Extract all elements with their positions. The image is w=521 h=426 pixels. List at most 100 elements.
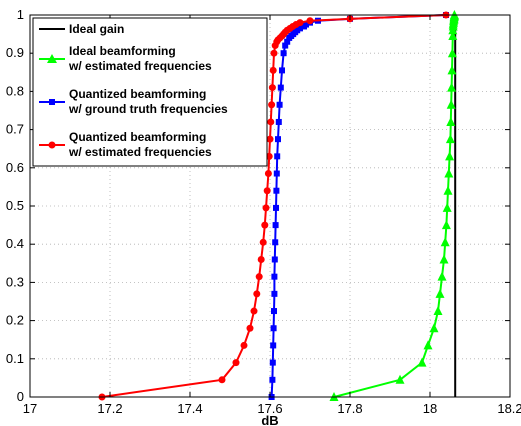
y-tick-label: 0.9 (6, 45, 24, 60)
data-point-triangle (448, 31, 458, 41)
legend-item-ideal-gain: Ideal gain (39, 22, 124, 36)
legend-item-quantized-estimated: Quantized beamforming w/ estimated frequ… (39, 130, 212, 159)
data-point-square (270, 342, 277, 349)
square-marker-icon (49, 99, 55, 105)
series-2 (329, 10, 459, 401)
data-point-circle (268, 84, 276, 92)
data-point-triangle (437, 271, 447, 281)
data-point-square (273, 170, 280, 177)
data-point-circle (255, 273, 263, 281)
legend-label: Quantized beamforming (69, 130, 206, 144)
legend-label: w/ estimated frequencies (68, 59, 212, 73)
data-point-triangle (445, 134, 455, 144)
x-tick-label: 17.2 (97, 401, 122, 416)
data-point-square (279, 67, 285, 74)
data-point-circle (218, 376, 226, 384)
legend: Ideal gain Ideal beamforming w/ estimate… (32, 17, 268, 167)
y-tick-label: 1 (17, 7, 24, 22)
data-point-square (282, 42, 289, 49)
data-point-triangle (447, 48, 457, 58)
data-point-circle (259, 238, 267, 246)
data-point-triangle (443, 185, 453, 195)
legend-box (32, 17, 268, 167)
x-tick-label: 17.4 (177, 401, 202, 416)
x-tick-label: 17 (23, 401, 37, 416)
y-tick-label: 0.4 (6, 236, 24, 251)
data-point-circle (261, 221, 269, 229)
data-point-triangle (423, 340, 433, 350)
data-point-square (269, 376, 276, 383)
legend-label: w/ estimated frequencies (68, 145, 212, 159)
data-point-triangle (444, 168, 454, 178)
x-axis-label: dB (261, 413, 278, 426)
data-point-circle (264, 170, 272, 178)
y-tick-label: 0.5 (6, 198, 24, 213)
data-point-circle (306, 17, 314, 25)
x-tick-label: 18.2 (497, 401, 521, 416)
legend-label: w/ ground truth frequencies (68, 102, 228, 116)
data-point-circle (240, 341, 248, 349)
circle-marker-icon (48, 141, 56, 149)
data-point-triangle (446, 99, 456, 109)
data-point-square (303, 21, 309, 28)
y-tick-label: 0 (17, 389, 24, 404)
data-point-square (277, 84, 284, 91)
data-point-circle (266, 135, 274, 143)
data-point-circle (267, 118, 275, 126)
data-point-circle (268, 101, 276, 109)
data-point-triangle (447, 65, 457, 75)
y-tick-label: 0.2 (6, 313, 24, 328)
data-point-square (271, 308, 277, 315)
legend-label: Quantized beamforming (69, 87, 206, 101)
data-point-circle (296, 19, 304, 27)
data-point-square (276, 101, 283, 108)
data-point-square (280, 50, 287, 57)
data-point-triangle (435, 288, 445, 298)
triangle-marker-icon (47, 54, 57, 63)
data-point-square (272, 239, 279, 246)
y-tick-label: 0.6 (6, 160, 24, 175)
y-tick-label: 0.1 (6, 351, 24, 366)
data-point-square (269, 359, 276, 366)
legend-item-quantized-ground-truth: Quantized beamforming w/ ground truth fr… (39, 87, 228, 116)
data-point-triangle (433, 306, 443, 316)
data-point-circle (262, 204, 270, 212)
data-point-triangle (439, 254, 449, 264)
data-point-circle (250, 307, 258, 315)
data-point-triangle (429, 323, 439, 333)
data-point-square (271, 273, 278, 280)
data-point-square (271, 256, 278, 263)
data-point-triangle (442, 202, 452, 212)
axis-ticks: 17 17.2 17.4 17.6 17.8 18 18.2 0 0.1 0.2 0.3 0.4 0.5… (6, 7, 521, 416)
legend-item-ideal-beamforming: Ideal beamforming w/ estimated frequenci… (39, 44, 212, 73)
data-point-triangle (417, 357, 427, 367)
data-point-square (274, 153, 281, 160)
x-tick-label: 17.6 (257, 401, 282, 416)
data-point-circle (269, 66, 277, 74)
y-tick-label: 0.7 (6, 122, 24, 137)
data-point-circle (270, 49, 278, 57)
y-tick-label: 0.3 (6, 274, 24, 289)
data-point-triangle (445, 151, 455, 161)
legend-label: Ideal beamforming (69, 44, 176, 58)
x-tick-label: 18 (423, 401, 437, 416)
data-point-triangle (440, 237, 450, 247)
data-point-square (275, 118, 282, 125)
data-point-square (275, 136, 281, 143)
data-point-circle (246, 324, 254, 332)
data-point-triangle (441, 220, 451, 230)
x-tick-label: 17.8 (337, 401, 362, 416)
data-point-square (271, 290, 278, 297)
data-point-circle (253, 290, 261, 298)
data-point-square (270, 325, 277, 332)
data-point-square (273, 187, 280, 194)
data-point-square (272, 222, 279, 229)
data-point-circle (263, 187, 271, 195)
data-point-circle (257, 255, 265, 263)
data-point-square (297, 25, 303, 32)
data-point-square (284, 38, 291, 45)
legend-label: Ideal gain (69, 22, 124, 36)
data-point-triangle (446, 116, 456, 126)
y-tick-label: 0.8 (6, 83, 24, 98)
